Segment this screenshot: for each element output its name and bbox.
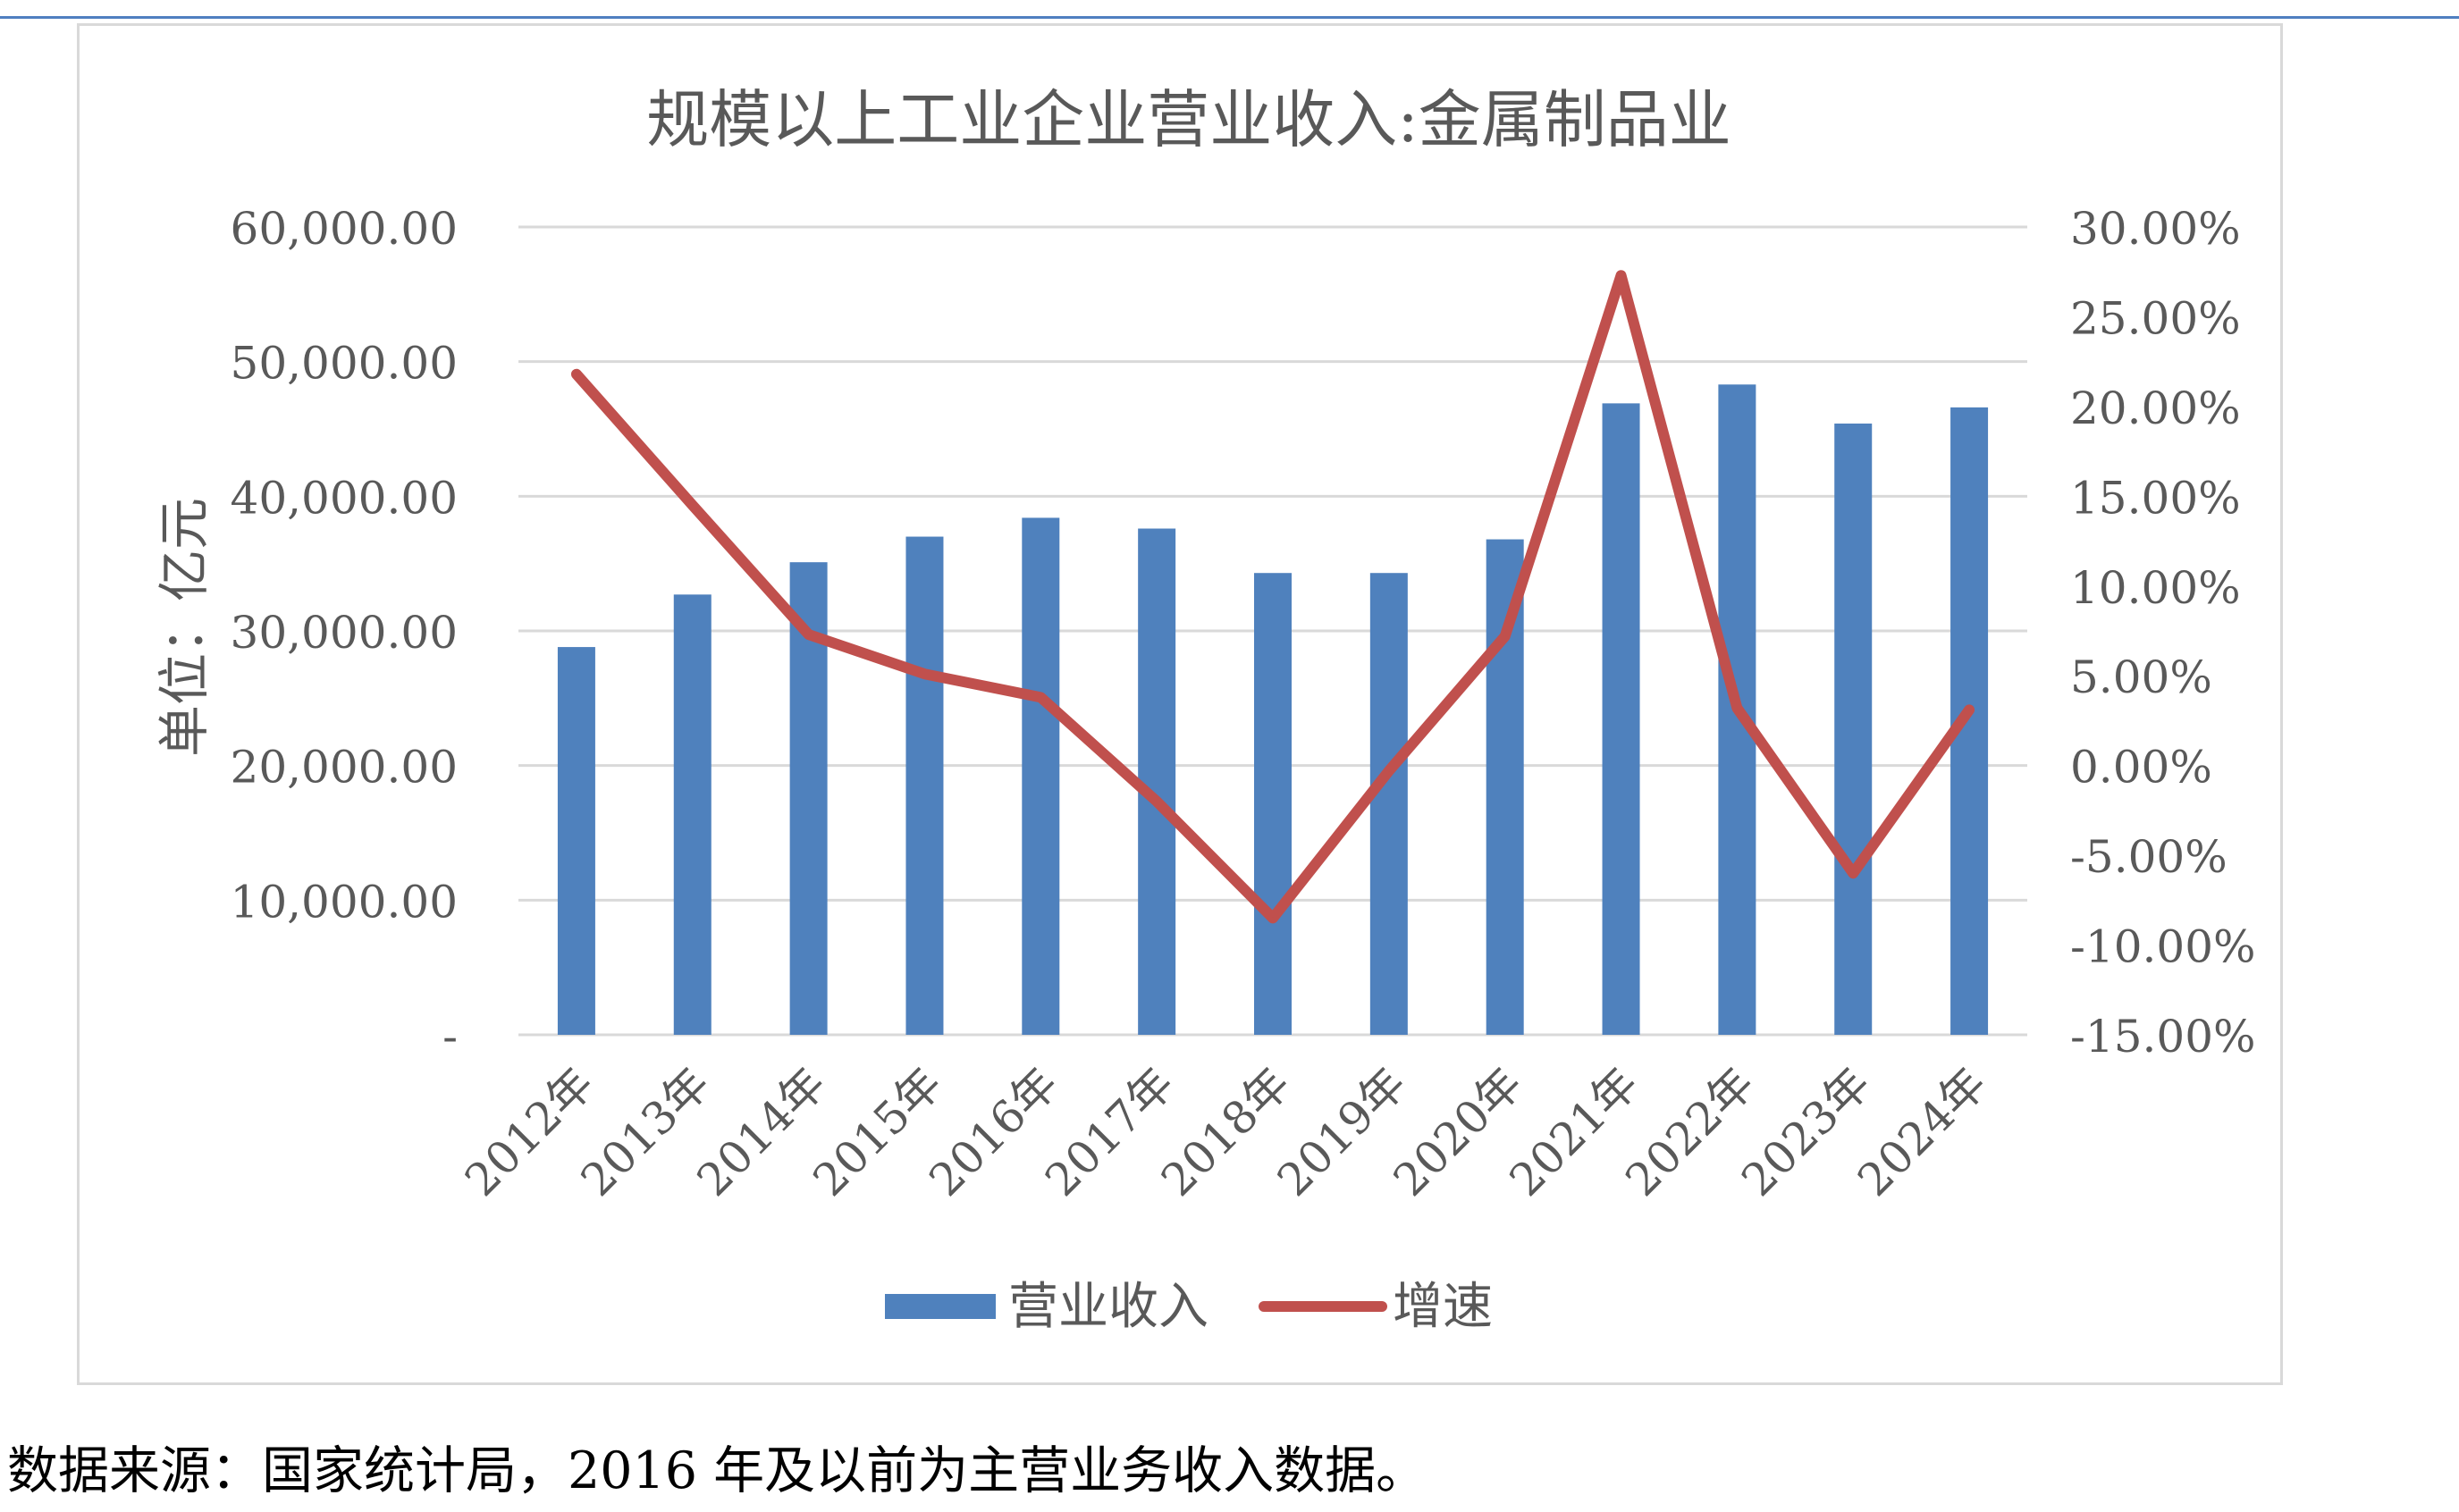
source-note: 数据来源：国家统计局，2016 年及以前为主营业务收入数据。 bbox=[7, 1441, 1427, 1500]
growth-point-2022年 bbox=[1736, 707, 1739, 710]
left-axis-ticks: - 10,000.00 20,000.00 30,000.00 40,000.00 50,… bbox=[231, 203, 458, 1063]
x-tick-label: 2015年 bbox=[804, 1057, 952, 1205]
left-tick-label: - bbox=[442, 1011, 458, 1063]
legend-label-revenue: 营业收入 bbox=[1008, 1278, 1208, 1336]
right-tick-label: 10.00% bbox=[2070, 562, 2241, 614]
bar-2012年 bbox=[557, 647, 595, 1035]
y-axis-label: 单位：亿元 bbox=[154, 498, 215, 757]
bar-2021年 bbox=[1602, 403, 1640, 1036]
chart-title: 规模以上工业企业营业收入:金属制品业 bbox=[646, 83, 1731, 156]
x-axis-ticks: 2012年2013年2014年2015年2016年2017年2018年2019年… bbox=[455, 1057, 1997, 1205]
left-tick-label: 40,000.00 bbox=[231, 472, 458, 524]
x-tick-label: 2022年 bbox=[1616, 1057, 1764, 1205]
right-tick-label: -5.00% bbox=[2070, 831, 2227, 883]
left-tick-label: 60,000.00 bbox=[231, 203, 458, 255]
bar-2017年 bbox=[1138, 528, 1176, 1035]
growth-point-2018年 bbox=[1272, 917, 1274, 920]
left-tick-label: 30,000.00 bbox=[231, 607, 458, 659]
growth-point-2024年 bbox=[1968, 709, 1971, 711]
x-tick-label: 2013年 bbox=[571, 1057, 720, 1205]
right-tick-label: -15.00% bbox=[2070, 1011, 2256, 1063]
growth-point-2013年 bbox=[691, 504, 694, 507]
bar-2020年 bbox=[1486, 539, 1524, 1035]
right-tick-label: 20.00% bbox=[2070, 382, 2241, 434]
bar-2016年 bbox=[1022, 517, 1060, 1035]
line-series-growth bbox=[570, 270, 1975, 924]
left-tick-label: 10,000.00 bbox=[231, 876, 458, 928]
bar-series-revenue bbox=[557, 384, 1989, 1036]
left-tick-label: 50,000.00 bbox=[231, 338, 458, 390]
right-axis-ticks: -15.00% -10.00% -5.00% 0.00% 5.00% 10.00% 15.0… bbox=[2070, 203, 2256, 1063]
bar-2019年 bbox=[1369, 573, 1408, 1035]
bar-2023年 bbox=[1834, 423, 1873, 1035]
right-tick-label: 25.00% bbox=[2070, 292, 2241, 344]
right-tick-label: 30.00% bbox=[2070, 203, 2241, 255]
x-tick-label: 2020年 bbox=[1384, 1057, 1532, 1205]
legend-label-growth: 增速 bbox=[1393, 1278, 1493, 1336]
x-tick-label: 2014年 bbox=[687, 1057, 836, 1205]
legend-swatch-revenue bbox=[885, 1294, 996, 1319]
chart-frame bbox=[77, 23, 2283, 1385]
x-tick-label: 2021年 bbox=[1500, 1057, 1648, 1205]
growth-point-2012年 bbox=[575, 373, 577, 375]
right-tick-label: 5.00% bbox=[2070, 651, 2212, 703]
left-tick-label: 20,000.00 bbox=[231, 742, 458, 794]
growth-point-2020年 bbox=[1503, 635, 1506, 638]
top-rule bbox=[0, 16, 2459, 19]
bar-2013年 bbox=[673, 594, 712, 1035]
right-tick-label: 15.00% bbox=[2070, 472, 2241, 524]
x-tick-label: 2018年 bbox=[1151, 1057, 1300, 1205]
growth-point-2021年 bbox=[1620, 274, 1622, 277]
growth-point-2015年 bbox=[923, 673, 926, 676]
legend: 营业收入 增速 bbox=[885, 1278, 1493, 1336]
growth-point-2023年 bbox=[1852, 872, 1855, 875]
growth-point-2017年 bbox=[1156, 800, 1158, 802]
x-tick-label: 2023年 bbox=[1731, 1057, 1880, 1205]
growth-point-2019年 bbox=[1387, 769, 1390, 772]
x-tick-label: 2016年 bbox=[919, 1057, 1067, 1205]
bar-2015年 bbox=[905, 536, 944, 1035]
right-tick-label: 0.00% bbox=[2070, 742, 2212, 794]
growth-point-2016年 bbox=[1040, 696, 1042, 699]
bar-2018年 bbox=[1254, 573, 1292, 1035]
x-tick-label: 2012年 bbox=[455, 1057, 603, 1205]
growth-point-2014年 bbox=[807, 634, 810, 636]
x-tick-label: 2017年 bbox=[1035, 1057, 1183, 1205]
x-tick-label: 2019年 bbox=[1267, 1057, 1416, 1205]
x-tick-label: 2024年 bbox=[1848, 1057, 1996, 1205]
right-tick-label: -10.00% bbox=[2070, 921, 2256, 973]
combo-chart: 规模以上工业企业营业收入:金属制品业 单位：亿元 - 10,000.00 20,00… bbox=[154, 83, 2256, 1336]
